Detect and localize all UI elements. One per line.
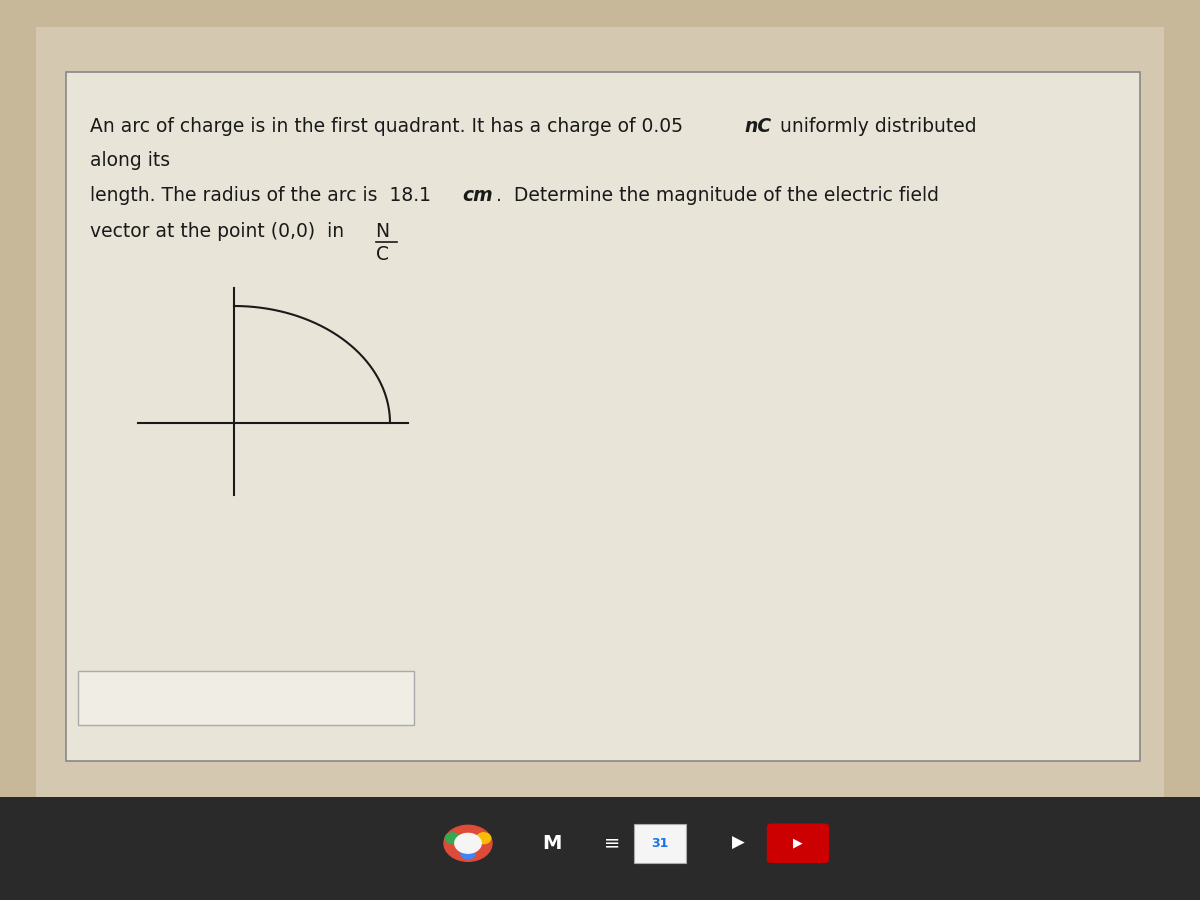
Circle shape [445,832,460,843]
Text: C: C [376,245,389,264]
Circle shape [461,848,475,859]
Text: ≡: ≡ [604,833,620,853]
Bar [78,670,414,724]
Text: length. The radius of the arc is  18.1: length. The radius of the arc is 18.1 [90,186,431,205]
Text: An arc of charge is in the first quadrant. It has a charge of 0.05: An arc of charge is in the first quadran… [90,117,683,136]
Text: nC: nC [744,117,772,136]
Bar [36,27,1164,796]
Text: along its: along its [90,151,170,170]
Bar [634,824,686,863]
Text: .  Determine the magnitude of the electric field: . Determine the magnitude of the electri… [496,186,938,205]
FancyBboxPatch shape [767,824,829,863]
Bar [0,796,1200,900]
Text: M: M [542,833,562,853]
Text: ▶: ▶ [732,834,744,852]
Circle shape [476,832,491,843]
Bar [66,72,1140,760]
Circle shape [455,833,481,853]
Circle shape [444,825,492,861]
Text: 31: 31 [652,837,668,850]
Text: ▶: ▶ [793,837,803,850]
Text: uniformly distributed: uniformly distributed [774,117,977,136]
Text: vector at the point (0,0)  in: vector at the point (0,0) in [90,222,350,241]
Text: N: N [376,222,390,241]
Text: cm: cm [462,186,493,205]
